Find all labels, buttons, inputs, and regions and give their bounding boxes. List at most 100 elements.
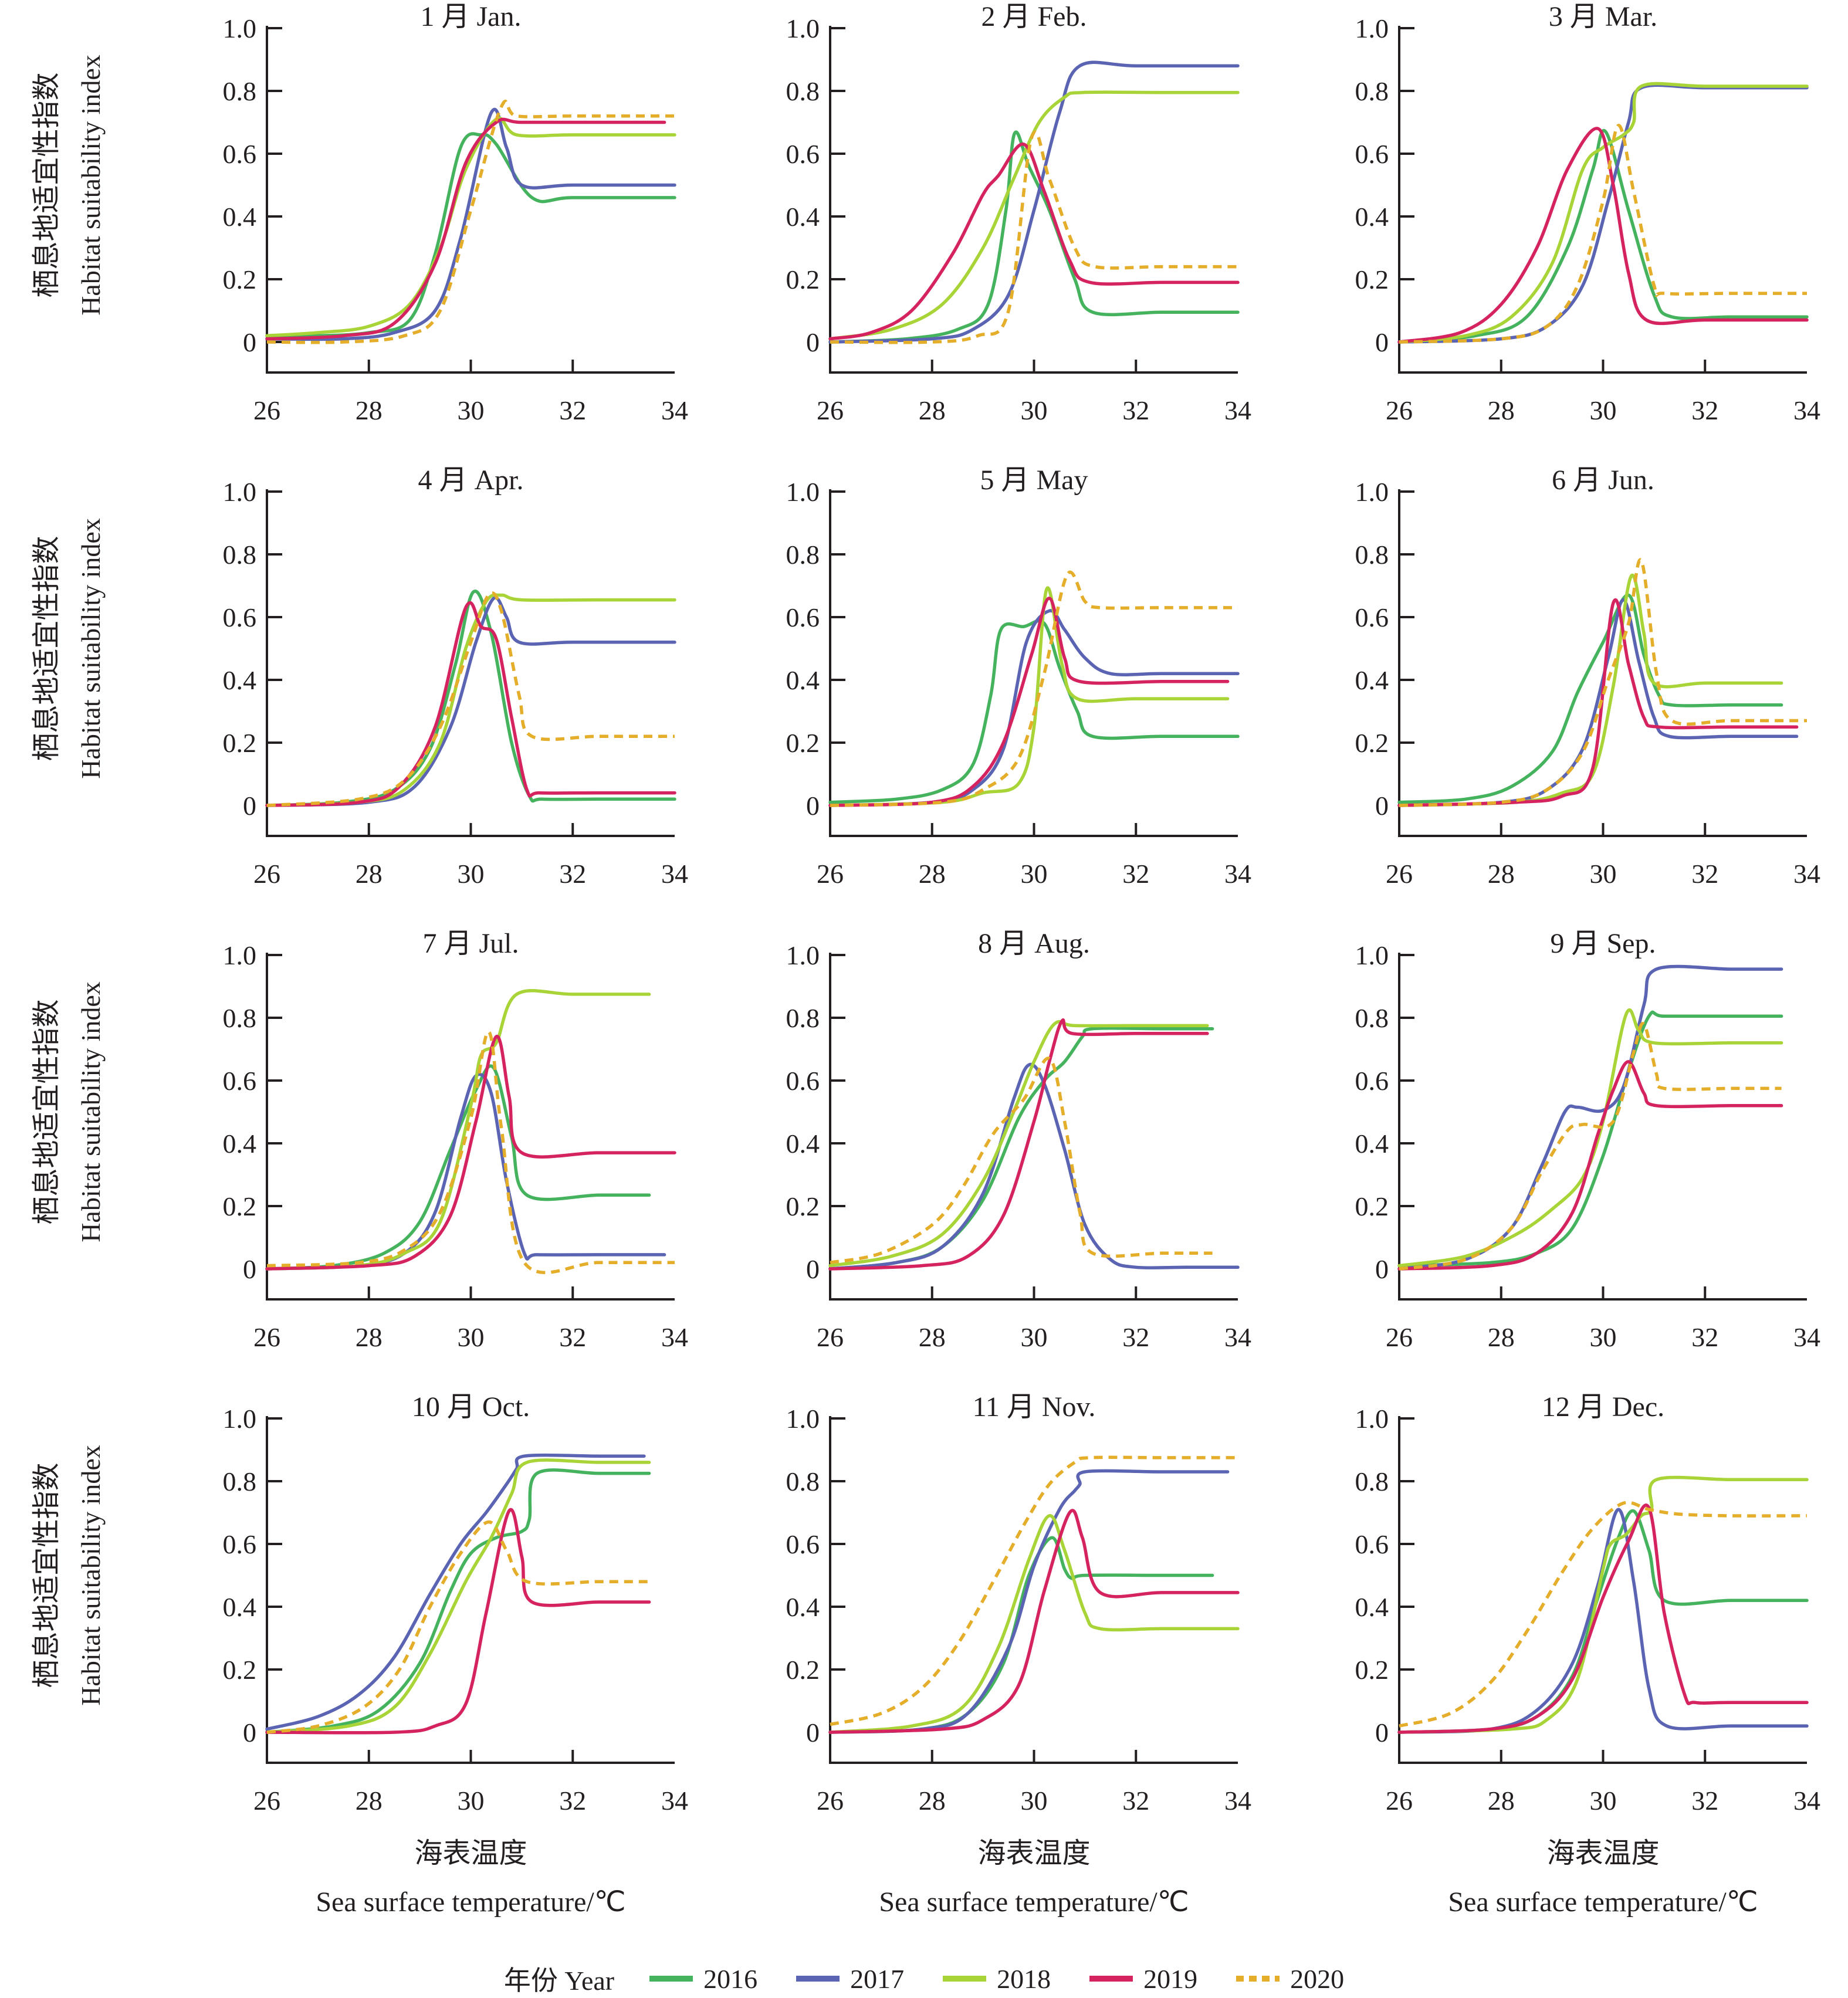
series-2020-line [266, 1520, 649, 1734]
panel-title: 7 月 Jul. [422, 928, 519, 959]
y-tick-label: 0 [806, 1254, 820, 1284]
series-2020-line [1399, 1022, 1782, 1271]
y-tick-label: 0.6 [786, 602, 820, 632]
panel-title: 3 月 Mar. [1549, 1, 1657, 32]
series-2018-line [1397, 82, 1809, 344]
axes-spines [1398, 1416, 1807, 1764]
y-tick-label: 0.8 [786, 540, 820, 570]
y-tick-label: 0.8 [1355, 1467, 1389, 1496]
y-tick-label: 0.8 [223, 540, 257, 570]
x-tick-label: 26 [817, 395, 844, 425]
legend-swatch-2018 [943, 1976, 987, 1982]
x-tick-label: 26 [1386, 1786, 1413, 1816]
x-tick-label: 28 [1488, 859, 1515, 889]
series-2019-line [828, 1509, 1240, 1734]
y-tick-label: 0 [243, 327, 256, 357]
x-tick-label: 26 [817, 859, 844, 889]
axes-spines [829, 1416, 1238, 1764]
y-tick-label: 1.0 [223, 477, 257, 507]
series-2016-line [265, 132, 676, 338]
y-axis-label-zh: 栖息地适宜性指数 [31, 1462, 62, 1688]
series-2020-line [830, 130, 1238, 344]
y-tick-label: 0.2 [786, 1655, 820, 1685]
x-tick-label: 26 [1386, 1322, 1413, 1352]
plot-nov: 0 0.2 0.4 0.6 0.8 1.0 26 28 30 32 34 11 月 Nov. 海表温度 S… [786, 1391, 1252, 1918]
y-tick-label: 0.4 [786, 665, 820, 695]
y-tick-label: 0 [243, 1718, 256, 1748]
y-tick-label: 0 [243, 791, 256, 821]
series-2017-line [828, 60, 1240, 344]
plot-sep: 0 0.2 0.4 0.6 0.8 1.0 26 28 30 32 34 9 月 Sep. [1355, 928, 1821, 1352]
y-tick-label: 0 [1375, 1254, 1389, 1284]
panel-title: 2 月 Feb. [981, 1, 1087, 32]
panel-oct: 0 0.2 0.4 0.6 0.8 1.0 26 28 30 32 34 10 月 Oct. 栖息地适宜… [0, 1390, 710, 1959]
series-2018-line [265, 989, 651, 1271]
y-tick-label: 0.6 [223, 602, 257, 632]
panel-title: 11 月 Nov. [973, 1391, 1096, 1423]
series-2018-line [1397, 1008, 1783, 1268]
series-2019-line [265, 1508, 651, 1735]
y-tick-label: 0.2 [786, 265, 820, 294]
x-axis-label-zh: 海表温度 [1546, 1838, 1659, 1869]
x-axis-label-en: Sea surface temperature/℃ [316, 1887, 625, 1918]
plot-oct: 0 0.2 0.4 0.6 0.8 1.0 26 28 30 32 34 10 月 Oct. 栖息地适宜… [31, 1391, 688, 1918]
panel-sep: 0 0.2 0.4 0.6 0.8 1.0 26 28 30 32 34 9 月 Sep. [1279, 927, 1848, 1390]
y-tick-label: 0.6 [1355, 139, 1389, 169]
legend-label: 2017 [850, 1963, 905, 1994]
x-tick-label: 30 [458, 1786, 485, 1816]
y-tick-label: 0.4 [223, 1592, 257, 1622]
y-tick-label: 0 [243, 1254, 256, 1284]
y-tick-label: 0.4 [786, 202, 820, 232]
y-tick-label: 0.4 [223, 202, 257, 232]
x-tick-label: 28 [356, 1322, 383, 1352]
y-tick-label: 0.4 [223, 665, 257, 695]
series-2019-line [1397, 1503, 1809, 1734]
series-2020-line [1399, 124, 1807, 344]
panel-mar: 0 0.2 0.4 0.6 0.8 1.0 26 28 30 32 34 3 月 Mar. [1279, 0, 1848, 463]
y-tick-label: 0.8 [786, 1003, 820, 1033]
legend-title: 年份 Year [503, 1966, 615, 1996]
series-2016-line [1397, 128, 1809, 344]
x-tick-label: 30 [1021, 1786, 1048, 1816]
legend-swatch-2017 [796, 1976, 840, 1982]
legend-label: 2018 [997, 1963, 1051, 1994]
x-tick-label: 32 [1691, 395, 1718, 425]
x-tick-label: 32 [559, 1786, 586, 1816]
series-2016-line [1397, 1010, 1783, 1268]
x-tick-label: 34 [1224, 1786, 1251, 1816]
y-tick-label: 0.2 [786, 728, 820, 758]
y-tick-label: 0.2 [1355, 1191, 1389, 1221]
panel-jun: 0 0.2 0.4 0.6 0.8 1.0 26 28 30 32 34 6 月 Jun. [1279, 463, 1848, 927]
series-2016-line [828, 1026, 1214, 1271]
x-tick-label: 34 [1793, 395, 1820, 425]
series-2018-line [265, 1458, 651, 1734]
y-tick-label: 0 [806, 791, 820, 821]
series-2017-line [1397, 83, 1809, 344]
x-tick-label: 32 [1122, 1786, 1149, 1816]
panel-title: 5 月 May [980, 465, 1088, 496]
y-tick-label: 1.0 [223, 13, 257, 43]
y-tick-label: 0.6 [786, 1066, 820, 1096]
panel-feb: 0 0.2 0.4 0.6 0.8 1.0 26 28 30 32 34 2 月 Feb. [710, 0, 1279, 463]
y-tick-label: 0.6 [1355, 1529, 1389, 1559]
y-tick-label: 0.8 [1355, 76, 1389, 106]
axes-spines [1398, 953, 1807, 1301]
panel-title: 10 月 Oct. [412, 1391, 530, 1423]
panel-title: 12 月 Dec. [1542, 1391, 1664, 1423]
y-tick-label: 0.4 [223, 1129, 257, 1159]
y-tick-label: 0.8 [223, 1467, 257, 1496]
y-axis-label-en: Habitat suitability index [76, 1445, 106, 1706]
x-tick-label: 26 [1386, 395, 1413, 425]
plot-jul: 0 0.2 0.4 0.6 0.8 1.0 26 28 30 32 34 7 月 Jul. 栖息地适宜性… [31, 928, 688, 1352]
x-tick-label: 32 [1691, 1322, 1718, 1352]
legend-item-2017: 2017 [795, 1963, 904, 1994]
series-2020-line [266, 1030, 675, 1275]
x-tick-label: 28 [356, 1786, 383, 1816]
x-tick-label: 34 [1793, 1786, 1820, 1816]
y-axis-label-zh: 栖息地适宜性指数 [31, 536, 62, 761]
series-2020-line [1399, 1501, 1808, 1728]
y-tick-label: 1.0 [1355, 940, 1389, 970]
plot-jan: 0 0.2 0.4 0.6 0.8 1.0 26 28 30 32 34 1 月 Jan. 栖息地适宜性… [31, 1, 688, 425]
axes-spines [829, 26, 1238, 374]
